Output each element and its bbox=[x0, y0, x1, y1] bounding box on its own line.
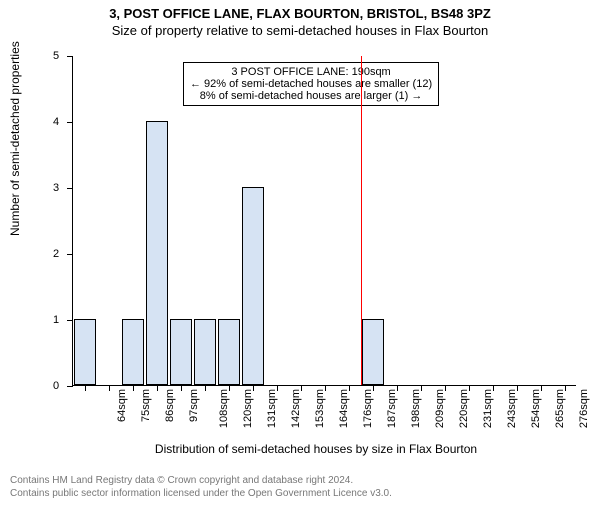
x-tick bbox=[373, 385, 374, 391]
footer-line1: Contains HM Land Registry data © Crown c… bbox=[10, 475, 392, 488]
x-tick-label: 86sqm bbox=[164, 389, 176, 422]
title-address: 3, POST OFFICE LANE, FLAX BOURTON, BRIST… bbox=[0, 6, 600, 21]
x-tick bbox=[541, 385, 542, 391]
x-tick bbox=[301, 385, 302, 391]
x-tick-label: 220sqm bbox=[458, 389, 470, 428]
bar bbox=[242, 187, 264, 385]
x-tick-label: 231sqm bbox=[482, 389, 494, 428]
bar bbox=[170, 319, 192, 385]
bar bbox=[218, 319, 240, 385]
x-tick-label: 64sqm bbox=[116, 389, 128, 422]
x-tick-label: 254sqm bbox=[530, 389, 542, 428]
x-tick bbox=[85, 385, 86, 391]
bar bbox=[146, 121, 168, 385]
x-tick-label: 97sqm bbox=[188, 389, 200, 422]
x-tick-label: 120sqm bbox=[242, 389, 254, 428]
x-tick bbox=[253, 385, 254, 391]
y-tick-label: 0 bbox=[53, 380, 59, 392]
reference-line bbox=[361, 56, 362, 385]
x-axis-label: Distribution of semi-detached houses by … bbox=[56, 442, 576, 456]
annotation-line3: 8% of semi-detached houses are larger (1… bbox=[190, 90, 432, 102]
x-tick-label: 187sqm bbox=[386, 389, 398, 428]
y-tick-label: 1 bbox=[53, 314, 59, 326]
x-tick-label: 198sqm bbox=[410, 389, 422, 428]
x-tick bbox=[565, 385, 566, 391]
footer-line2: Contains public sector information licen… bbox=[10, 488, 392, 501]
annotation-line2: ← 92% of semi-detached houses are smalle… bbox=[190, 78, 432, 90]
chart-titles: 3, POST OFFICE LANE, FLAX BOURTON, BRIST… bbox=[0, 6, 600, 38]
y-tick-label: 5 bbox=[53, 50, 59, 62]
x-tick bbox=[445, 385, 446, 391]
x-tick bbox=[325, 385, 326, 391]
title-subtitle: Size of property relative to semi-detach… bbox=[0, 23, 600, 38]
bar bbox=[362, 319, 384, 385]
y-tick bbox=[67, 320, 73, 321]
y-tick bbox=[67, 254, 73, 255]
y-tick bbox=[67, 386, 73, 387]
y-axis-label: Number of semi-detached properties bbox=[8, 41, 22, 236]
x-tick-label: 108sqm bbox=[218, 389, 230, 428]
x-tick-label: 153sqm bbox=[314, 389, 326, 428]
x-tick-label: 209sqm bbox=[434, 389, 446, 428]
x-tick-label: 75sqm bbox=[140, 389, 152, 422]
y-tick-label: 2 bbox=[53, 248, 59, 260]
x-tick bbox=[421, 385, 422, 391]
x-tick-label: 131sqm bbox=[266, 389, 278, 428]
x-tick bbox=[469, 385, 470, 391]
bar bbox=[194, 319, 216, 385]
x-tick bbox=[493, 385, 494, 391]
y-tick bbox=[67, 122, 73, 123]
plot-region: 3 POST OFFICE LANE: 190sqm ← 92% of semi… bbox=[72, 56, 576, 386]
y-tick bbox=[67, 188, 73, 189]
x-tick bbox=[277, 385, 278, 391]
x-tick bbox=[397, 385, 398, 391]
x-tick-label: 265sqm bbox=[554, 389, 566, 428]
x-tick bbox=[157, 385, 158, 391]
x-tick bbox=[229, 385, 230, 391]
y-tick bbox=[67, 56, 73, 57]
footer-attribution: Contains HM Land Registry data © Crown c… bbox=[10, 475, 392, 500]
annotation-box: 3 POST OFFICE LANE: 190sqm ← 92% of semi… bbox=[183, 62, 439, 106]
chart-area: 3 POST OFFICE LANE: 190sqm ← 92% of semi… bbox=[56, 56, 576, 436]
y-tick-label: 3 bbox=[53, 182, 59, 194]
x-tick-label: 276sqm bbox=[578, 389, 590, 428]
x-tick-label: 164sqm bbox=[338, 389, 350, 428]
x-tick bbox=[109, 385, 110, 391]
bar bbox=[122, 319, 144, 385]
bar bbox=[74, 319, 96, 385]
x-tick-label: 142sqm bbox=[290, 389, 302, 428]
x-tick-label: 243sqm bbox=[506, 389, 518, 428]
x-tick bbox=[349, 385, 350, 391]
x-tick-label: 176sqm bbox=[362, 389, 374, 428]
x-tick bbox=[181, 385, 182, 391]
y-tick-label: 4 bbox=[53, 116, 59, 128]
x-tick bbox=[133, 385, 134, 391]
x-tick bbox=[205, 385, 206, 391]
annotation-line1: 3 POST OFFICE LANE: 190sqm bbox=[190, 66, 432, 78]
x-tick bbox=[517, 385, 518, 391]
